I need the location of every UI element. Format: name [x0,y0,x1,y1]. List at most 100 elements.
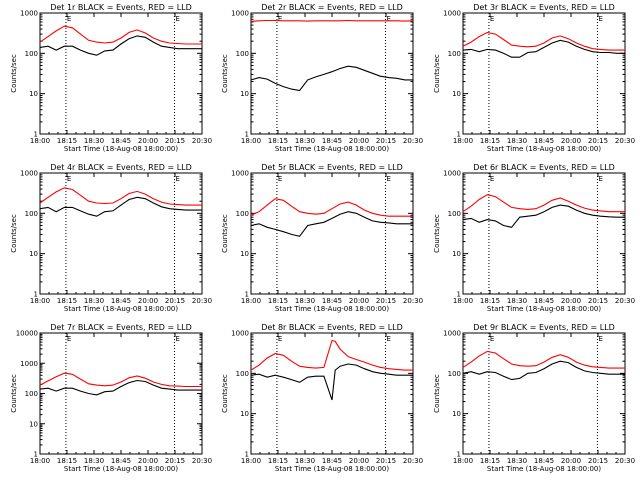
x-tick-label: 18:45 [534,137,554,145]
series-line-lld [250,339,413,371]
x-tick-label: 18:00 [30,457,50,465]
y-tick-label: 100 [25,50,38,58]
y-tick-label: 10 [29,90,38,98]
x-tick-label: 18:45 [322,457,342,465]
y-tick-label: 10 [29,420,38,428]
y-axis-label: Counts/sec [10,214,18,253]
panel-det-8: Det 8r BLACK = Events, RED = LLD 1 10 100 10… [221,323,423,473]
x-tick-label: 18:15 [480,137,500,145]
panel-det-6: Det 6r BLACK = Events, RED = LLD 1 10 100 10… [433,163,635,313]
event-marker-label: E [278,335,282,343]
y-axis-label: Counts/sec [221,374,229,413]
y-tick-label: 1000 [20,10,38,18]
event-marker-label: E [598,335,602,343]
y-tick-label: 1000 [443,170,461,178]
series-line-lld [462,194,625,213]
y-tick-label: 100 [448,210,461,218]
x-tick-label: 18:15 [480,457,500,465]
x-tick-label: 18:00 [241,297,261,305]
x-tick-label: 20:00 [349,457,369,465]
x-tick-label: 18:45 [111,457,131,465]
panel-det-3: Det 3r BLACK = Events, RED = LLD 1 10 100 10… [433,3,635,153]
x-axis-label: Start Time (18-Aug-08 18:00:00) [64,465,178,473]
panel-title: Det 8r BLACK = Events, RED = LLD [261,323,403,332]
y-axis-label: Counts/sec [433,214,441,253]
x-tick-label: 18:45 [534,457,554,465]
x-tick-label: 18:45 [111,297,131,305]
x-tick-label: 18:15 [57,137,77,145]
y-axis-label: Counts/sec [10,374,18,413]
y-axis-label: Counts/sec [433,54,441,93]
x-tick-label: 20:15 [376,297,396,305]
y-tick-label: 100 [448,370,461,378]
x-tick-label: 20:15 [588,457,608,465]
x-axis-label: Start Time (18-Aug-08 18:00:00) [275,145,389,153]
y-tick-label: 100 [236,370,249,378]
y-axis-label: Counts/sec [221,214,229,253]
x-tick-label: 18:30 [84,297,104,305]
series-line-events [462,204,625,228]
x-tick-label: 18:15 [57,457,77,465]
y-tick-label: 10000 [16,330,38,338]
y-tick-label: 1000 [231,170,249,178]
x-tick-label: 20:30 [615,457,635,465]
x-axis-label: Start Time (18-Aug-08 18:00:00) [487,305,601,313]
event-marker-label: E [386,175,390,183]
x-tick-label: 20:00 [561,457,581,465]
x-tick-label: 18:00 [453,457,473,465]
x-tick-label: 18:30 [507,137,527,145]
x-tick-label: 20:15 [376,457,396,465]
x-tick-label: 18:30 [295,297,315,305]
series-line-events [250,65,413,92]
x-tick-label: 18:15 [480,297,500,305]
event-marker-label: E [67,335,71,343]
x-tick-label: 20:30 [403,297,423,305]
x-tick-label: 20:15 [588,297,608,305]
y-tick-label: 10 [29,250,38,258]
panel-det-2: Det 2r BLACK = Events, RED = LLD 1 10 100 10… [221,3,423,153]
y-tick-label: 1 [34,131,38,139]
x-tick-label: 18:30 [507,297,527,305]
x-tick-label: 18:15 [57,297,77,305]
x-tick-label: 20:00 [349,137,369,145]
x-tick-label: 20:30 [615,297,635,305]
x-tick-label: 18:15 [268,297,288,305]
panel-title: Det 4r BLACK = Events, RED = LLD [50,163,192,172]
event-marker-label: E [67,175,71,183]
x-tick-label: 20:15 [165,137,185,145]
y-tick-label: 1000 [443,330,461,338]
x-tick-label: 18:30 [295,137,315,145]
y-tick-label: 1000 [231,10,249,18]
panel-det-4: Det 4r BLACK = Events, RED = LLD 1 10 100 10… [10,163,212,313]
event-marker-label: E [175,175,179,183]
series-line-events [250,363,413,401]
x-tick-label: 20:00 [561,297,581,305]
event-marker-label: E [386,15,390,23]
x-axis-label: Start Time (18-Aug-08 18:00:00) [487,145,601,153]
panel-det-1: Det 1r BLACK = Events, RED = LLD 1 10 100 10… [10,3,212,153]
panel-title: Det 1r BLACK = Events, RED = LLD [50,3,192,12]
x-tick-label: 18:30 [507,457,527,465]
event-marker-label: E [598,15,602,23]
y-tick-label: 1000 [20,360,38,368]
x-axis-label: Start Time (18-Aug-08 18:00:00) [275,465,389,473]
series-line-events [39,379,202,396]
x-tick-label: 20:00 [561,137,581,145]
x-tick-label: 20:00 [138,137,158,145]
x-tick-label: 18:45 [322,137,342,145]
x-tick-label: 20:30 [192,137,212,145]
x-tick-label: 20:00 [349,297,369,305]
event-marker-label: E [386,335,390,343]
y-tick-label: 1 [457,451,461,459]
event-marker-label: E [175,335,179,343]
y-tick-label: 10 [452,250,461,258]
x-tick-label: 18:15 [268,457,288,465]
series-line-events [39,196,202,217]
series-line-lld [462,31,625,51]
series-line-lld [39,372,202,388]
series-line-lld [39,187,202,206]
event-marker-label: E [490,335,494,343]
y-tick-label: 100 [236,50,249,58]
